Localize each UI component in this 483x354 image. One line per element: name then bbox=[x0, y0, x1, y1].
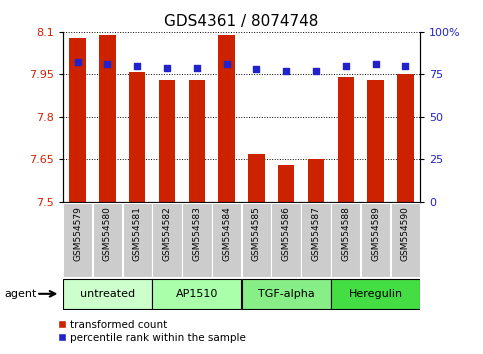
Point bbox=[282, 68, 290, 74]
FancyBboxPatch shape bbox=[63, 203, 92, 277]
FancyBboxPatch shape bbox=[242, 279, 331, 309]
Text: agent: agent bbox=[5, 289, 37, 299]
Bar bbox=[99, 35, 115, 202]
Text: Heregulin: Heregulin bbox=[348, 289, 403, 299]
FancyBboxPatch shape bbox=[123, 203, 152, 277]
Text: GSM554585: GSM554585 bbox=[252, 206, 261, 261]
FancyBboxPatch shape bbox=[361, 203, 390, 277]
Bar bbox=[189, 80, 205, 202]
Point bbox=[312, 68, 320, 74]
Text: GSM554587: GSM554587 bbox=[312, 206, 320, 261]
Text: GSM554582: GSM554582 bbox=[163, 206, 171, 261]
Text: untreated: untreated bbox=[80, 289, 135, 299]
Bar bbox=[159, 80, 175, 202]
Point bbox=[193, 65, 201, 70]
FancyBboxPatch shape bbox=[182, 203, 212, 277]
FancyBboxPatch shape bbox=[301, 203, 331, 277]
Bar bbox=[248, 154, 265, 202]
FancyBboxPatch shape bbox=[331, 203, 360, 277]
Point bbox=[133, 63, 141, 69]
Text: GSM554583: GSM554583 bbox=[192, 206, 201, 261]
Point bbox=[372, 61, 380, 67]
Text: GSM554589: GSM554589 bbox=[371, 206, 380, 261]
Text: GSM554590: GSM554590 bbox=[401, 206, 410, 261]
Point bbox=[163, 65, 171, 70]
Bar bbox=[397, 74, 413, 202]
FancyBboxPatch shape bbox=[212, 203, 242, 277]
FancyBboxPatch shape bbox=[152, 279, 242, 309]
FancyBboxPatch shape bbox=[391, 203, 420, 277]
Bar bbox=[278, 165, 294, 202]
FancyBboxPatch shape bbox=[93, 203, 122, 277]
Text: GSM554588: GSM554588 bbox=[341, 206, 350, 261]
Text: GDS4361 / 8074748: GDS4361 / 8074748 bbox=[164, 14, 319, 29]
FancyBboxPatch shape bbox=[271, 203, 301, 277]
Text: GSM554579: GSM554579 bbox=[73, 206, 82, 261]
FancyBboxPatch shape bbox=[242, 203, 271, 277]
Text: GSM554580: GSM554580 bbox=[103, 206, 112, 261]
Bar bbox=[338, 77, 354, 202]
Text: GSM554586: GSM554586 bbox=[282, 206, 291, 261]
Text: TGF-alpha: TGF-alpha bbox=[258, 289, 314, 299]
FancyBboxPatch shape bbox=[331, 279, 420, 309]
Text: GSM554584: GSM554584 bbox=[222, 206, 231, 261]
Bar bbox=[368, 80, 384, 202]
Point bbox=[74, 59, 82, 65]
Point bbox=[342, 63, 350, 69]
Text: AP1510: AP1510 bbox=[176, 289, 218, 299]
Bar bbox=[218, 35, 235, 202]
FancyBboxPatch shape bbox=[63, 279, 152, 309]
Legend: transformed count, percentile rank within the sample: transformed count, percentile rank withi… bbox=[54, 315, 250, 347]
Point bbox=[253, 67, 260, 72]
Point bbox=[223, 61, 230, 67]
FancyBboxPatch shape bbox=[152, 203, 182, 277]
Bar bbox=[308, 159, 324, 202]
Text: GSM554581: GSM554581 bbox=[133, 206, 142, 261]
Bar bbox=[70, 38, 86, 202]
Bar bbox=[129, 72, 145, 202]
Point bbox=[401, 63, 409, 69]
Point bbox=[104, 61, 112, 67]
